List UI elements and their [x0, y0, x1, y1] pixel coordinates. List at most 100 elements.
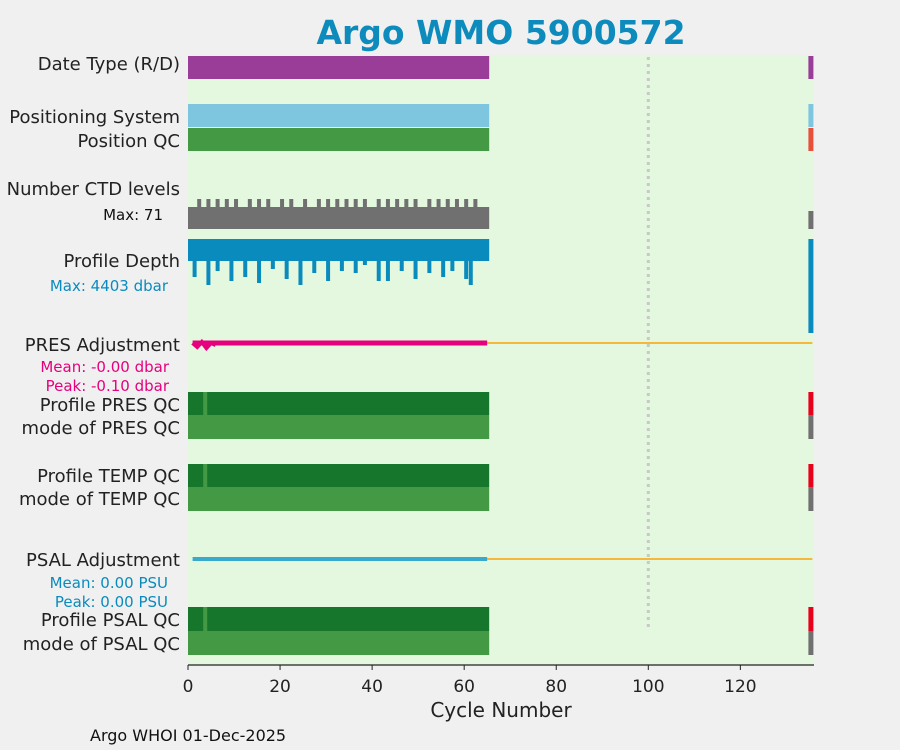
ctd-levels-spike: [316, 199, 321, 209]
label-ctd-max: Max: 71: [103, 206, 163, 224]
mode-psal-qc-last: [808, 631, 814, 655]
mode-pres-qc-bar: [188, 415, 490, 439]
profile-depth-spike: [243, 259, 248, 277]
profile-depth-spike: [441, 259, 446, 277]
x-tick-label: 80: [545, 677, 567, 697]
label-psal-adjustment: PSAL Adjustment: [26, 550, 180, 571]
x-axis-ticks: 0 20 40 60 80 100 120: [183, 665, 757, 697]
profile-depth-spike: [427, 259, 432, 273]
profile-depth-spike: [215, 259, 220, 271]
pres-adjustment-wiggle: [191, 338, 217, 352]
profile-depth-spike: [464, 259, 469, 279]
label-position-qc: Position QC: [77, 131, 180, 152]
label-mode-pres-qc: mode of PRES QC: [22, 418, 180, 439]
profile-depth-spike: [385, 259, 390, 281]
profile-depth-spike: [413, 259, 418, 279]
x-tick-label: 20: [269, 677, 291, 697]
chart-title: Argo WMO 5900572: [316, 13, 685, 52]
profile-depth-spike: [192, 259, 197, 277]
ctd-levels-spike: [413, 199, 418, 209]
profile-depth-bar: [188, 239, 490, 261]
ctd-levels-spike: [326, 199, 331, 209]
position-qc-bar: [188, 128, 490, 151]
label-profile-pres-qc: Profile PRES QC: [40, 395, 180, 416]
chart-marks: [188, 56, 814, 655]
positioning-system-bar: [188, 104, 490, 127]
positioning-system-last: [808, 104, 814, 127]
label-pres-adjustment: PRES Adjustment: [25, 335, 180, 356]
profile-depth-spike: [362, 259, 367, 265]
ctd-levels-spike: [362, 199, 367, 209]
ctd-levels-spike: [289, 199, 294, 209]
x-tick-label: 60: [453, 677, 475, 697]
profile-depth-spike: [284, 259, 289, 279]
position-qc-last: [808, 128, 814, 151]
profile-depth-spike: [312, 259, 317, 273]
label-profile-temp-qc: Profile TEMP QC: [37, 466, 180, 487]
x-tick-label: 100: [632, 677, 664, 697]
ctd-levels-spike: [395, 199, 400, 209]
ctd-levels-spike: [257, 199, 262, 209]
plot-area: [188, 55, 814, 665]
profile-depth-spike: [206, 259, 211, 285]
ctd-levels-spike: [280, 199, 285, 209]
profile-temp-qc-gap: [203, 464, 208, 487]
profile-pres-qc-gap: [203, 392, 208, 415]
x-axis-label: Cycle Number: [430, 698, 572, 722]
profile-depth-spike: [399, 259, 404, 271]
profile-temp-qc-bar: [188, 464, 490, 487]
profile-depth-spike: [257, 259, 262, 283]
label-date-type: Date Type (R/D): [38, 54, 180, 75]
label-depth-max: Max: 4403 dbar: [50, 277, 169, 295]
mode-temp-qc-last: [808, 487, 814, 511]
label-psal-adj-mean: Mean: 0.00 PSU: [50, 574, 168, 592]
profile-psal-qc-bar: [188, 607, 490, 631]
x-tick-label: 0: [183, 677, 194, 697]
x-tick-label: 40: [361, 677, 383, 697]
label-psal-adj-peak: Peak: 0.00 PSU: [55, 593, 168, 611]
ctd-levels-spike: [247, 199, 252, 209]
profile-depth-spike: [270, 259, 275, 269]
profile-psal-qc-last: [808, 607, 814, 631]
profile-depth-last: [808, 239, 814, 333]
ctd-levels-spike: [436, 199, 441, 209]
label-pres-adj-peak: Peak: -0.10 dbar: [46, 377, 170, 395]
ctd-levels-spike: [206, 199, 211, 209]
label-pres-adj-mean: Mean: -0.00 dbar: [40, 358, 170, 376]
ctd-levels-spike: [353, 199, 358, 209]
ctd-levels-spike: [303, 199, 308, 209]
x-tick-label: 120: [724, 677, 756, 697]
ctd-levels-spike: [266, 199, 271, 209]
ctd-levels-spike: [464, 199, 469, 209]
profile-depth-spike: [298, 259, 303, 285]
profile-pres-qc-last: [808, 392, 814, 415]
ctd-levels-spike: [473, 199, 478, 209]
footer-text: Argo WHOI 01-Dec-2025: [90, 726, 286, 745]
label-profile-depth: Profile Depth: [63, 251, 180, 272]
ctd-levels-spike: [404, 199, 409, 209]
label-profile-psal-qc: Profile PSAL QC: [41, 610, 180, 631]
date-type-last: [808, 56, 814, 79]
profile-pres-qc-bar: [188, 392, 490, 415]
profile-psal-qc-gap: [203, 607, 208, 631]
ctd-levels-spike: [197, 199, 202, 209]
ctd-levels-last: [808, 211, 814, 229]
profile-depth-spike: [450, 259, 455, 271]
date-type-bar: [188, 56, 490, 79]
ctd-levels-spike: [215, 199, 220, 209]
label-positioning-system: Positioning System: [9, 107, 180, 128]
ctd-levels-spike: [234, 199, 239, 209]
label-mode-temp-qc: mode of TEMP QC: [19, 489, 180, 510]
profile-temp-qc-last: [808, 464, 814, 487]
mode-psal-qc-bar: [188, 631, 490, 655]
ctd-levels-spike: [427, 199, 432, 209]
profile-depth-spike: [468, 259, 473, 285]
profile-depth-spike: [339, 259, 344, 271]
profile-depth-spike: [326, 259, 331, 281]
mode-temp-qc-bar: [188, 487, 490, 511]
profile-depth-spike: [353, 259, 358, 273]
ctd-levels-spike: [224, 199, 229, 209]
ctd-levels-spike: [385, 199, 390, 209]
profile-depth-spike: [229, 259, 234, 281]
